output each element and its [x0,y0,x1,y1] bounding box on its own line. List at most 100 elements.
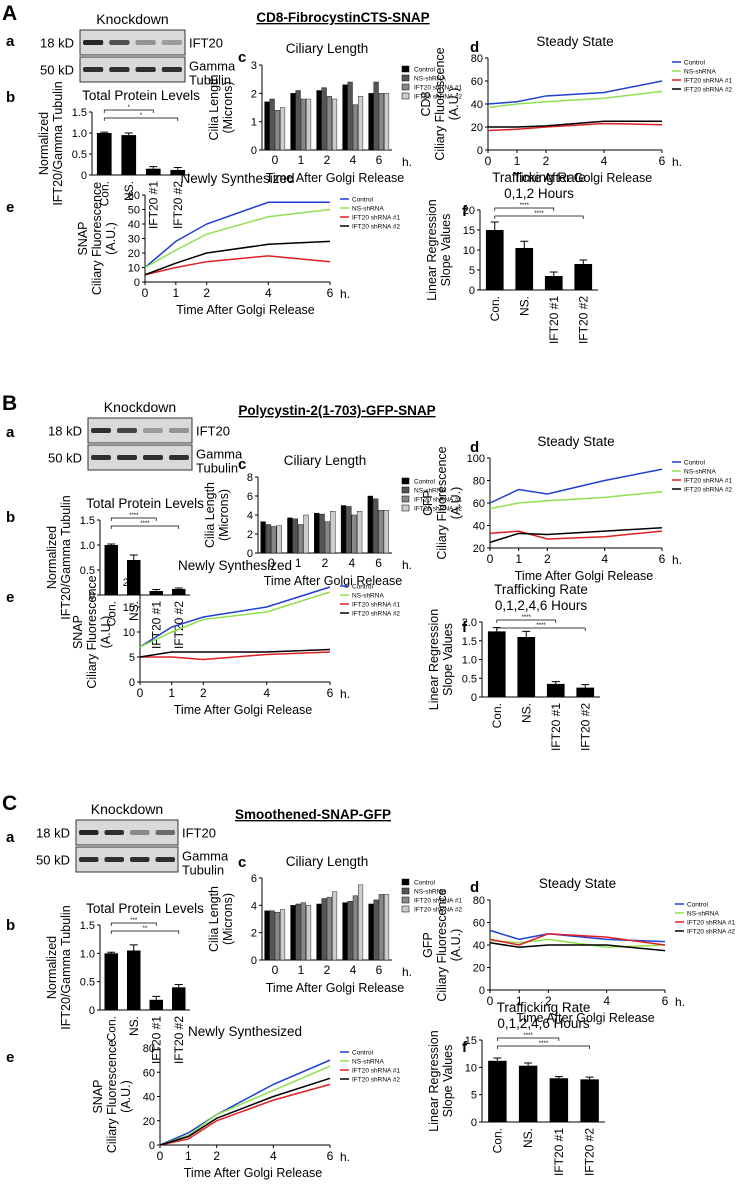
bar [280,909,286,961]
bar [269,910,275,961]
x-tick-label: 2 [543,154,550,168]
blot-band [104,830,124,835]
significance-label: **** [520,203,530,209]
x-axis-label: Time After Golgi Release [515,569,654,583]
bar [96,133,112,175]
x-tick-label: NS. [521,1128,535,1148]
blot-band [109,40,130,45]
chart-title: Trafficking Rate [492,170,586,185]
legend-label: Control [414,67,436,74]
x-tick-label: 2 [545,994,552,1008]
x-axis-label: Time After Golgi Release [176,303,315,317]
y-tick-label: 40 [143,1092,155,1104]
legend-label: IFT20 shRNA #2 [414,907,462,914]
legend-label: IFT20 shRNA #1 [684,478,732,485]
legend-label: IFT20 shRNA #1 [684,78,732,85]
y-tick-label: 30 [128,234,140,246]
bar [324,521,331,554]
legend-swatch [401,504,410,512]
panel-letter: f [462,1039,468,1056]
legend-label: IFT20 shRNA #2 [414,506,462,513]
x-tick-label: 1 [295,556,302,570]
bar [269,98,275,151]
bar [104,545,118,595]
y-tick-label: 20 [463,205,475,217]
y-tick-label: 40 [473,940,485,952]
blot-band [169,428,189,433]
blot-band [169,455,189,460]
y-axis-label: SNAP [91,1079,105,1113]
significance-bracket [497,1037,560,1041]
blot-strip [87,417,193,444]
blot-protein: Tubulin [189,73,231,88]
blot-band [155,830,175,835]
x-tick-label: 1 [185,1149,192,1163]
y-axis-label: Ciliary Fluorescence [433,47,447,160]
panel-letter: c [238,456,246,473]
y-axis-label: Cilia Length [203,482,217,548]
y-tick-label: 50 [128,205,140,217]
legend-swatch [401,905,410,913]
x-tick-label: 2 [203,286,210,300]
chart-title: Newly Synthesized [188,1024,302,1039]
x-unit: h. [672,553,682,567]
x-tick-label: Con. [488,296,502,321]
y-tick-label: 0 [469,285,475,297]
x-tick-label: 4 [265,286,272,300]
y-axis-label: (Microns) [221,81,235,133]
y-tick-label: 20 [143,1116,155,1128]
x-tick-label: IFT20 #1 [549,703,563,751]
error-bar [524,1062,533,1066]
y-tick-label: 15 [123,602,135,614]
x-tick-label: 0 [137,686,144,700]
x-tick-label: IFT20 #2 [578,703,592,751]
bar [351,514,357,554]
error-bar [551,681,560,684]
series-line [144,255,331,276]
chart-title: Newly Synthesized [178,558,292,573]
x-tick-label: 1 [168,686,175,700]
panel-letter: e [6,589,14,606]
error-bar [100,131,109,133]
legend-label: IFT20 shRNA #2 [352,611,400,618]
chart-title: Trafficking Rate [497,1000,591,1015]
bar [145,168,161,175]
bar [378,93,384,151]
significance-bracket [496,619,557,623]
bar [290,93,296,151]
legend-swatch [401,92,410,100]
bar [303,514,309,554]
y-tick-label: 10 [128,263,140,275]
bar [332,98,338,151]
blot-protein: IFT20 [196,424,230,439]
chart-title: Total Protein Levels [86,496,204,511]
significance-label: **** [534,211,544,217]
y-axis-label: CD8 [419,91,433,116]
significance-label: **** [539,1041,549,1047]
y-axis-label: Linear Regression [427,609,441,710]
y-tick-label: 3 [251,60,257,72]
series-line [140,651,331,661]
bar [488,1060,507,1122]
x-tick-label: NS. [127,601,141,621]
bar [358,884,364,961]
x-tick-label: IFT20 #1 [552,1128,566,1176]
y-tick-label: 0 [247,548,253,560]
panel-letter: a [6,33,15,50]
blot-size: 50 kD [40,63,74,78]
legend-swatch [401,878,410,886]
bar [352,895,358,961]
series-line [144,201,330,269]
error-bar [149,166,158,169]
y-tick-label: 60 [473,498,485,510]
chart-title: Ciliary Length [286,854,369,869]
y-tick-label: 0 [251,145,257,157]
bar [517,637,536,697]
bar [330,511,336,554]
x-tick-label: 1 [172,286,179,300]
x-tick-label: IFT20 #1 [547,296,561,344]
y-tick-label: 0 [471,1117,477,1129]
panel-letter: a [6,829,15,846]
error-bar [581,684,590,688]
error-bar [152,995,161,1000]
